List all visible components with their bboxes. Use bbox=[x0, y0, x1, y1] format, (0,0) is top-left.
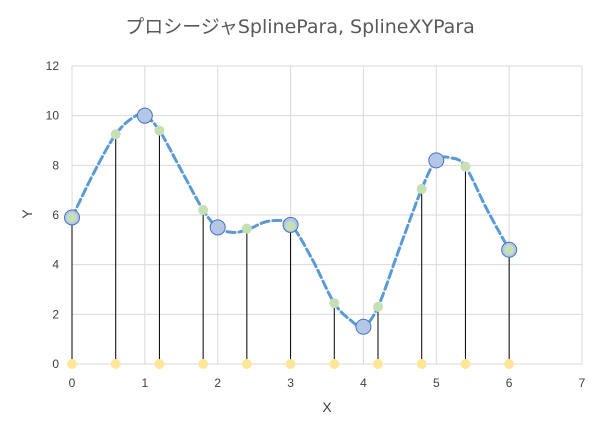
control-point bbox=[428, 152, 445, 169]
x-tick-label: 4 bbox=[360, 376, 367, 390]
baseline-point bbox=[241, 359, 252, 369]
x-tick-label: 7 bbox=[579, 376, 586, 390]
interpolated-point bbox=[504, 244, 515, 255]
y-tick-label: 8 bbox=[52, 158, 59, 172]
y-tick-label: 10 bbox=[46, 109, 60, 123]
interpolated-point bbox=[198, 205, 209, 216]
baseline-point bbox=[110, 359, 121, 369]
x-tick-label: 5 bbox=[433, 376, 440, 390]
interpolated-point bbox=[154, 125, 165, 136]
baseline-point bbox=[198, 359, 209, 369]
baseline-point bbox=[67, 359, 77, 369]
interpolated-point bbox=[329, 298, 340, 309]
baseline-point bbox=[460, 359, 471, 369]
baseline-points bbox=[67, 359, 515, 369]
baseline-point bbox=[329, 359, 340, 369]
y-tick-label: 2 bbox=[52, 307, 59, 321]
x-tick-labels: 0 1 2 3 4 5 6 7 bbox=[69, 376, 586, 390]
interpolated-point bbox=[373, 301, 383, 312]
interpolated-point bbox=[241, 223, 252, 234]
interpolated-point bbox=[285, 221, 296, 232]
y-tick-label: 4 bbox=[52, 258, 59, 272]
interpolated-points bbox=[67, 125, 515, 312]
y-tick-labels: 0 2 4 6 8 10 12 bbox=[46, 59, 60, 371]
control-point bbox=[136, 107, 153, 124]
x-tick-label: 1 bbox=[142, 376, 149, 390]
x-tick-label: 0 bbox=[69, 376, 76, 390]
y-tick-label: 12 bbox=[46, 59, 60, 73]
x-tick-label: 3 bbox=[287, 376, 294, 390]
y-axis-label: Y bbox=[19, 209, 35, 219]
interpolated-point bbox=[416, 183, 427, 194]
y-tick-label: 0 bbox=[52, 357, 59, 371]
x-tick-label: 6 bbox=[506, 376, 513, 390]
x-tick-label: 2 bbox=[214, 376, 221, 390]
interpolated-point bbox=[460, 161, 471, 172]
control-point bbox=[209, 219, 226, 236]
y-tick-label: 6 bbox=[52, 208, 59, 222]
baseline-point bbox=[416, 359, 427, 369]
x-axis-label: X bbox=[322, 399, 332, 415]
baseline-point bbox=[154, 359, 165, 369]
chart-title: プロシージャSplinePara, SplineXYPara bbox=[125, 16, 475, 38]
stem-lines bbox=[71, 130, 510, 364]
baseline-point bbox=[504, 359, 515, 369]
baseline-point bbox=[373, 359, 383, 369]
interpolated-point bbox=[67, 212, 77, 223]
control-point bbox=[355, 318, 372, 335]
interpolated-point bbox=[110, 129, 121, 140]
baseline-point bbox=[285, 359, 296, 369]
control-points bbox=[64, 107, 518, 335]
